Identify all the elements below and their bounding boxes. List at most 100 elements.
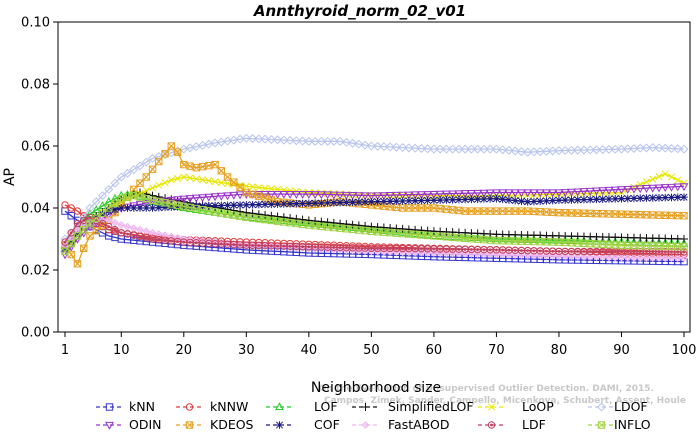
- data-point-odin: [323, 191, 333, 200]
- data-point-loop: [642, 178, 651, 186]
- legend-marker: [361, 403, 370, 411]
- data-point-simplifiedlof: [336, 219, 345, 228]
- data-point-simplifiedlof: [286, 214, 295, 223]
- data-point-cof: [355, 198, 363, 206]
- legend-item-knn: kNN: [96, 399, 155, 414]
- data-point-inflo: [105, 204, 113, 212]
- data-point-fastabod: [592, 253, 601, 261]
- data-point-cof: [648, 194, 657, 202]
- data-point-cof: [661, 193, 670, 202]
- y-tick-label: 0.08: [21, 78, 50, 93]
- data-point-ldof: [254, 134, 264, 144]
- data-point-loop: [161, 179, 169, 187]
- data-point-ldof: [266, 134, 276, 144]
- data-point-fastabod: [580, 252, 588, 261]
- x-tick-label: 10: [113, 343, 130, 358]
- data-point-cof: [430, 196, 438, 205]
- data-point-cof: [273, 200, 282, 208]
- data-point-cof: [580, 195, 588, 204]
- data-point-loop: [636, 180, 644, 189]
- y-tick-label: 0.00: [21, 326, 50, 341]
- data-point-loop: [399, 192, 407, 200]
- data-point-simplifiedlof: [304, 216, 313, 225]
- legend-label: kNNW: [210, 399, 248, 414]
- data-point-odin: [535, 189, 545, 198]
- data-point-cof: [367, 198, 376, 206]
- data-point-fastabod: [636, 253, 645, 262]
- legend-item-loop: LoOP: [478, 399, 554, 414]
- data-point-odin: [466, 190, 476, 198]
- x-tick-label: 50: [363, 343, 380, 358]
- data-point-simplifiedlof: [273, 212, 282, 221]
- data-point-fastabod: [611, 253, 620, 262]
- legend-label: COF: [314, 417, 340, 432]
- data-point-odin: [379, 192, 389, 201]
- data-point-ldof: [360, 140, 370, 150]
- data-point-kdeos: [161, 150, 169, 158]
- data-point-odin: [485, 189, 495, 198]
- data-point-cof: [317, 199, 326, 207]
- data-point-cof: [523, 198, 532, 206]
- data-point-inflo: [92, 214, 100, 223]
- data-point-odin: [460, 190, 470, 199]
- data-point-loop: [667, 173, 676, 181]
- data-point-ldof: [398, 143, 408, 153]
- data-point-fastabod: [661, 254, 670, 262]
- data-point-cof: [592, 195, 601, 204]
- data-point-odin: [335, 191, 345, 200]
- data-point-kdeos: [548, 208, 557, 217]
- data-point-ldof: [385, 142, 395, 152]
- data-point-fastabod: [129, 224, 138, 233]
- data-point-loop: [224, 179, 232, 188]
- data-point-cof: [111, 205, 119, 214]
- data-point-odin: [229, 191, 239, 200]
- data-point-odin: [498, 189, 508, 198]
- legend-label: LDF: [522, 417, 546, 432]
- watermark: Campos, Zimek, Sander, Campello, Micenko…: [319, 384, 686, 406]
- data-point-ldof: [485, 144, 495, 154]
- data-point-lof: [179, 203, 189, 212]
- data-point-kdeos: [236, 183, 244, 192]
- data-point-odin: [548, 189, 558, 198]
- data-point-fastabod: [623, 253, 632, 262]
- data-point-loop: [167, 176, 175, 184]
- data-point-ldof: [310, 136, 320, 146]
- data-point-cof: [530, 197, 538, 206]
- data-point-loop: [242, 182, 250, 190]
- data-point-loop: [148, 184, 157, 192]
- data-point-kdeos: [536, 208, 544, 216]
- data-point-simplifiedlof: [342, 220, 351, 229]
- data-point-odin: [223, 192, 233, 201]
- data-point-ldof: [248, 134, 258, 144]
- data-point-cof: [242, 201, 251, 209]
- data-point-fastabod: [348, 246, 357, 255]
- data-point-ldof: [335, 136, 345, 146]
- data-point-cof: [154, 203, 163, 212]
- data-point-lof: [448, 232, 458, 240]
- data-point-odin: [560, 189, 570, 198]
- data-point-odin: [623, 185, 633, 194]
- data-point-cof: [486, 195, 494, 203]
- data-point-kdeos: [217, 167, 226, 175]
- data-point-kdeos: [67, 250, 75, 259]
- y-tick-label: 0.10: [21, 16, 50, 31]
- data-point-inflo: [80, 226, 88, 234]
- data-point-ldf: [680, 248, 688, 256]
- data-point-ldof: [341, 137, 351, 147]
- data-point-ldof: [329, 136, 339, 146]
- data-point-fastabod: [573, 252, 582, 261]
- data-point-odin: [654, 184, 664, 193]
- data-point-cof: [117, 204, 126, 212]
- data-point-inflo: [61, 247, 69, 256]
- legend-marker: [275, 402, 284, 411]
- plot-series: [60, 133, 689, 268]
- data-point-ldof: [523, 147, 533, 157]
- data-point-simplifiedlof: [298, 215, 307, 224]
- data-point-odin: [529, 189, 539, 198]
- data-point-cof: [498, 195, 507, 204]
- data-point-cof: [586, 195, 595, 204]
- data-point-odin: [454, 190, 464, 199]
- data-point-cof: [505, 196, 513, 204]
- data-point-simplifiedlof: [354, 221, 363, 230]
- data-point-ldof: [560, 145, 570, 156]
